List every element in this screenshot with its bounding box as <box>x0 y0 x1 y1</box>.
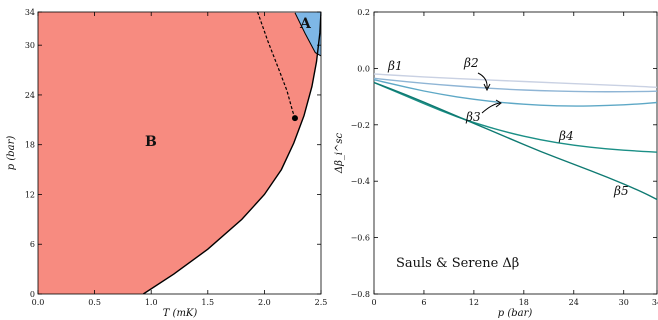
region-A-fill <box>295 12 321 56</box>
series-line-beta3 <box>373 79 658 107</box>
right-ytick-label: −0.2 <box>351 121 370 130</box>
beta2-arrow <box>477 72 488 89</box>
right-ticks: 0 6 12 18 24 30 34 −0.8 −0.6 −0.4 −0.2 0.0 0.2 <box>351 8 658 307</box>
left-xtick-label: 0.0 <box>32 298 45 307</box>
left-ylabel: p (bar) <box>6 136 17 171</box>
beta3-arrowhead <box>495 99 502 108</box>
left-xtick-label: 2.5 <box>315 298 328 307</box>
right-ytick-label: −0.8 <box>351 290 370 299</box>
right-xtick-label: 30 <box>619 298 629 307</box>
left-ytick-label: 24 <box>25 91 35 100</box>
region-A-label: A <box>299 16 312 32</box>
right-xtick-label: 18 <box>519 298 529 307</box>
chart-annotation: Sauls & Serene Δβ <box>396 256 519 271</box>
left-xtick-label: 2.0 <box>258 298 271 307</box>
tc-boundary-line <box>142 12 321 294</box>
series-line-beta4 <box>373 81 658 153</box>
ab-boundary-line <box>294 12 321 57</box>
region-B-fill <box>38 12 321 294</box>
left-xtick-label: 1.5 <box>201 298 214 307</box>
left-xtick-label: 1.0 <box>145 298 158 307</box>
series-labels: β1 β2 β3 β4 β5 <box>387 56 629 198</box>
series-label-beta5: β5 <box>613 184 629 198</box>
metastable-dashed-line <box>257 12 296 119</box>
series-line-beta2 <box>373 77 658 93</box>
series-label-beta3: β3 <box>465 110 481 124</box>
series-label-beta1: β1 <box>387 59 403 73</box>
left-ytick-label: 18 <box>25 141 35 150</box>
beta2-arrowhead <box>483 83 491 92</box>
right-ytick-label: −0.6 <box>351 234 370 243</box>
left-axes-frame <box>37 11 322 295</box>
right-xtick-label: 24 <box>569 298 579 307</box>
right-xtick-label: 6 <box>421 298 426 307</box>
left-ticks: 0.0 0.5 1.0 1.5 2.0 2.5 0 6 12 18 24 30 34 <box>25 8 328 307</box>
left-xlabel: T (mK) <box>163 308 198 319</box>
right-ytick-label: 0.2 <box>357 8 370 17</box>
series-line-beta5 <box>373 81 658 201</box>
beta3-arrow <box>481 102 501 114</box>
series-label-beta2: β2 <box>463 56 479 70</box>
phase-diagram: 0.0 0.5 1.0 1.5 2.0 2.5 0 6 12 18 24 30 34 A B T (mK… <box>6 8 327 319</box>
left-ytick-label: 12 <box>25 190 35 199</box>
series-lines <box>373 73 658 201</box>
left-ytick-label: 6 <box>30 240 35 249</box>
pcp-point <box>291 115 298 122</box>
right-axes-frame <box>373 11 658 295</box>
region-B-label: B <box>145 134 157 150</box>
left-xtick-label: 0.5 <box>88 298 101 307</box>
series-label-beta4: β4 <box>558 129 574 143</box>
right-ytick-label: 0.0 <box>357 64 370 73</box>
right-ytick-label: −0.4 <box>351 177 370 186</box>
left-ytick-label: 0 <box>30 290 35 299</box>
right-xtick-label: 0 <box>371 298 376 307</box>
left-ytick-label: 30 <box>25 41 35 50</box>
right-ylabel: Δβ_i^sc <box>334 132 345 174</box>
right-xtick-label: 34 <box>652 298 658 307</box>
series-line-beta1 <box>373 73 658 88</box>
right-xlabel: p (bar) <box>498 308 533 319</box>
left-ytick-label: 34 <box>25 8 35 17</box>
right-xtick-label: 12 <box>469 298 479 307</box>
